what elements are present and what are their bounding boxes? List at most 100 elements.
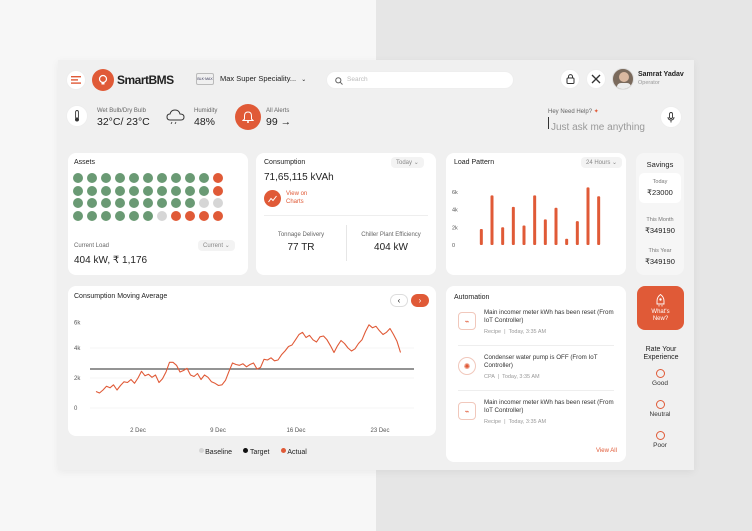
- asset-status-dot[interactable]: [129, 210, 139, 221]
- rate-poor-label: Poor: [653, 442, 667, 449]
- automation-item[interactable]: ⌁ Main incomer meter kWh has been reset …: [454, 398, 618, 432]
- neutral-face-icon: [655, 400, 665, 409]
- period-select[interactable]: Today ⌄: [391, 157, 424, 168]
- asset-status-dot[interactable]: [129, 173, 139, 183]
- alerts-button[interactable]: [235, 104, 261, 130]
- asset-status-dot[interactable]: [115, 185, 125, 196]
- chart-icon: [268, 195, 277, 202]
- hours-select[interactable]: 24 Hours ⌄: [581, 157, 623, 168]
- asset-status-dot[interactable]: [199, 210, 209, 221]
- y-tick-label: 0: [74, 406, 78, 412]
- site-selector[interactable]: Max Super Speciality... ⌄: [220, 74, 306, 83]
- app-name: SmartBMS: [117, 73, 174, 87]
- asset-status-dot[interactable]: [129, 198, 139, 208]
- view-charts-link[interactable]: View on Charts: [286, 191, 308, 205]
- rate-good-button[interactable]: Good: [638, 369, 682, 387]
- asset-status-dot[interactable]: [143, 210, 153, 221]
- asset-status-dot[interactable]: [171, 185, 181, 196]
- view-charts-button[interactable]: [264, 190, 281, 207]
- asset-status-dot[interactable]: [129, 185, 139, 196]
- asset-status-dot[interactable]: [73, 210, 83, 221]
- automation-item[interactable]: ✺ Condenser water pump is OFF (From IoT …: [454, 353, 618, 387]
- asset-status-dot[interactable]: [87, 198, 97, 208]
- asset-status-dot[interactable]: [87, 173, 97, 183]
- asset-status-dot[interactable]: [73, 173, 83, 183]
- whats-new-button[interactable]: What's New?: [637, 286, 684, 330]
- asset-status-dot[interactable]: [73, 198, 83, 208]
- automation-item[interactable]: ⌁ Main incomer meter kWh has been reset …: [454, 308, 618, 342]
- asset-status-dot[interactable]: [199, 185, 209, 196]
- asset-status-dot[interactable]: [101, 210, 111, 221]
- asset-status-dot[interactable]: [73, 185, 83, 196]
- tools-button[interactable]: [586, 69, 606, 89]
- asset-status-dot[interactable]: [213, 210, 223, 221]
- asset-status-dot[interactable]: [171, 198, 181, 208]
- help-input[interactable]: Just ask me anything: [548, 117, 653, 133]
- asset-status-dot[interactable]: [157, 173, 167, 183]
- load-bar-chart: 6k 4k 2k 0: [452, 187, 601, 249]
- asset-status-dot[interactable]: [87, 185, 97, 196]
- savings-today-value: ₹23000: [647, 188, 673, 197]
- y-tick-label: 2k: [74, 376, 81, 382]
- asset-status-dot[interactable]: [185, 210, 195, 221]
- chiller-value: 404 kW: [374, 242, 408, 253]
- tonnage-label: Tonnage Delivery: [277, 232, 325, 238]
- menu-button[interactable]: [66, 70, 86, 90]
- asset-status-dot[interactable]: [115, 173, 125, 183]
- sparkle-icon: ✦: [593, 109, 599, 115]
- x-tick-label: 9 Dec: [210, 428, 226, 434]
- asset-status-dot[interactable]: [171, 210, 181, 221]
- asset-status-dot[interactable]: [101, 173, 111, 183]
- y-tick-label: 2k: [452, 225, 458, 231]
- load-bar: [479, 229, 483, 245]
- rate-poor-button[interactable]: Poor: [638, 431, 682, 449]
- cma-card: Consumption Moving Average ‹ › 6k 4k 2k 0 2 …: [68, 286, 436, 436]
- asset-status-dot[interactable]: [115, 198, 125, 208]
- alerts-value[interactable]: 99 →: [266, 116, 292, 128]
- load-bar: [511, 206, 515, 245]
- chevron-down-icon: ⌄: [224, 243, 230, 249]
- savings-title: Savings: [646, 160, 674, 169]
- mic-button[interactable]: [660, 106, 682, 128]
- search-bar[interactable]: Search: [326, 71, 514, 89]
- asset-status-dot[interactable]: [213, 198, 223, 208]
- asset-status-dot[interactable]: [143, 185, 153, 196]
- divider: [264, 215, 428, 216]
- asset-status-dot[interactable]: [157, 210, 167, 221]
- user-role: Operator: [638, 80, 660, 86]
- asset-status-dot[interactable]: [101, 198, 111, 208]
- prev-button[interactable]: ‹: [390, 294, 408, 307]
- asset-status-dot[interactable]: [185, 173, 195, 183]
- asset-status-dot[interactable]: [157, 185, 167, 196]
- rate-neutral-button[interactable]: Neutral: [638, 400, 682, 418]
- alerts-label: All Alerts: [266, 108, 290, 114]
- asset-status-dot[interactable]: [185, 198, 195, 208]
- asset-status-dot[interactable]: [213, 173, 223, 183]
- asset-row: [71, 184, 243, 197]
- load-bar: [575, 221, 579, 245]
- next-button[interactable]: ›: [411, 294, 429, 307]
- asset-status-dot[interactable]: [199, 173, 209, 183]
- y-tick-label: 4k: [452, 208, 458, 214]
- asset-status-dot[interactable]: [143, 198, 153, 208]
- savings-today-label: Today: [652, 179, 668, 185]
- asset-status-dot[interactable]: [157, 198, 167, 208]
- current-select[interactable]: Current ⌄: [198, 240, 235, 251]
- view-all-link[interactable]: View All: [596, 448, 617, 454]
- wetbulb-label: Wet Bulb/Dry Bulb: [97, 108, 146, 114]
- asset-status-dot[interactable]: [143, 173, 153, 183]
- bell-icon: [242, 111, 254, 123]
- avatar[interactable]: [612, 68, 634, 90]
- actual-line: [95, 324, 402, 394]
- asset-status-dot[interactable]: [87, 210, 97, 221]
- load-bar: [522, 225, 526, 245]
- asset-status-dot[interactable]: [213, 185, 223, 196]
- asset-status-dot[interactable]: [199, 198, 209, 208]
- search-input[interactable]: Search: [347, 76, 368, 83]
- asset-status-dot[interactable]: [101, 185, 111, 196]
- asset-status-dot[interactable]: [185, 185, 195, 196]
- asset-row: [71, 171, 243, 184]
- asset-status-dot[interactable]: [171, 173, 181, 183]
- asset-status-dot[interactable]: [115, 210, 125, 221]
- lock-button[interactable]: [560, 69, 580, 89]
